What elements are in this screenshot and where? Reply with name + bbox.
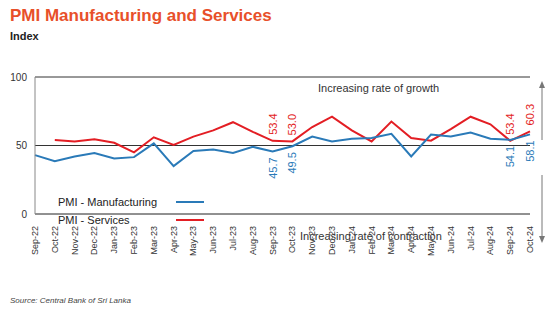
- svg-text:Dec-22: Dec-22: [89, 226, 99, 255]
- svg-text:Jul-24: Jul-24: [466, 226, 476, 251]
- svg-text:49.5: 49.5: [286, 152, 298, 173]
- svg-text:Oct-24: Oct-24: [525, 226, 535, 253]
- svg-text:53.0: 53.0: [286, 114, 298, 135]
- html-text:PMI - Manufacturing: PMI - Manufacturing: [58, 196, 157, 208]
- html-text:Index: Index: [10, 30, 39, 42]
- svg-text:Jun-23: Jun-23: [208, 226, 218, 254]
- svg-text:Nov-22: Nov-22: [70, 226, 80, 255]
- svg-text:58.1: 58.1: [524, 140, 536, 161]
- svg-text:Jun-24: Jun-24: [446, 226, 456, 254]
- svg-text:Apr-23: Apr-23: [169, 226, 179, 253]
- svg-text:100: 100: [10, 72, 27, 83]
- svg-text:Jul-23: Jul-23: [228, 226, 238, 251]
- svg-text:53.4: 53.4: [504, 113, 516, 134]
- svg-text:Feb-23: Feb-23: [129, 226, 139, 255]
- html-text:PMI - Services: PMI - Services: [58, 214, 130, 226]
- svg-text:Aug-23: Aug-23: [248, 226, 258, 255]
- svg-text:Sep-22: Sep-22: [30, 226, 40, 255]
- svg-text:Oct-23: Oct-23: [287, 226, 297, 253]
- html-text:Increasing rate of growth: Increasing rate of growth: [318, 82, 440, 94]
- svg-text:Sep-24: Sep-24: [505, 226, 515, 255]
- svg-text:0: 0: [21, 209, 27, 220]
- svg-text:Jan-23: Jan-23: [109, 226, 119, 254]
- svg-text:50: 50: [16, 140, 28, 151]
- svg-text:54.1: 54.1: [504, 146, 516, 167]
- html-text:Source: Central Bank of Sri La: Source: Central Bank of Sri Lanka: [10, 296, 131, 305]
- svg-text:Sep-23: Sep-23: [268, 226, 278, 255]
- html-text:Increasing rate of contraction: Increasing rate of contraction: [300, 230, 442, 242]
- svg-text:Oct-22: Oct-22: [50, 226, 60, 253]
- svg-text:Aug-24: Aug-24: [485, 226, 495, 255]
- html-text:PMI Manufacturing and Services: PMI Manufacturing and Services: [10, 6, 272, 25]
- svg-text:53.4: 53.4: [267, 113, 279, 134]
- svg-text:May-23: May-23: [188, 226, 198, 256]
- svg-text:60.3: 60.3: [524, 104, 536, 125]
- svg-text:Mar-23: Mar-23: [149, 226, 159, 255]
- svg-text:45.7: 45.7: [267, 157, 279, 178]
